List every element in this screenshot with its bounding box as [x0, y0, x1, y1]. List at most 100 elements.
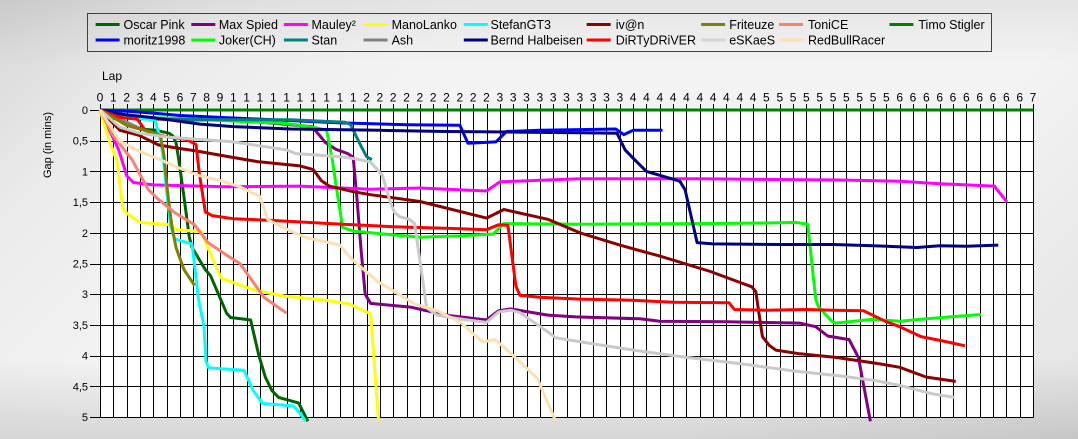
svg-text:2,5: 2,5: [73, 259, 88, 271]
svg-text:5: 5: [856, 91, 863, 105]
svg-text:1: 1: [270, 91, 277, 105]
svg-text:2: 2: [470, 91, 477, 105]
svg-text:Joker(CH): Joker(CH): [219, 34, 276, 48]
svg-text:2: 2: [82, 228, 88, 240]
svg-text:3: 3: [603, 91, 610, 105]
svg-text:StefanGT3: StefanGT3: [491, 18, 551, 32]
svg-text:6: 6: [976, 91, 983, 105]
svg-text:7: 7: [190, 91, 197, 105]
svg-text:iv@n: iv@n: [616, 18, 645, 32]
svg-text:1,5: 1,5: [73, 197, 88, 209]
svg-text:4: 4: [82, 351, 88, 363]
svg-text:6: 6: [923, 91, 930, 105]
svg-text:Gap (in mins): Gap (in mins): [42, 112, 54, 178]
svg-text:0,5: 0,5: [73, 136, 88, 148]
svg-text:6: 6: [1016, 91, 1023, 105]
svg-text:2: 2: [390, 91, 397, 105]
svg-text:1: 1: [243, 91, 250, 105]
svg-text:1: 1: [283, 91, 290, 105]
svg-text:1: 1: [82, 166, 88, 178]
svg-text:3: 3: [510, 91, 517, 105]
svg-text:2: 2: [363, 91, 370, 105]
svg-text:0: 0: [82, 105, 88, 117]
svg-text:5: 5: [776, 91, 783, 105]
svg-text:Bernd Halbeisen: Bernd Halbeisen: [491, 34, 583, 48]
svg-text:1: 1: [297, 91, 304, 105]
svg-text:6: 6: [936, 91, 943, 105]
svg-text:6: 6: [896, 91, 903, 105]
svg-text:3,5: 3,5: [73, 320, 88, 332]
svg-text:Mauley²: Mauley²: [312, 18, 356, 32]
svg-text:DiRTyDRiVER: DiRTyDRiVER: [616, 34, 696, 48]
svg-text:Stan: Stan: [312, 34, 338, 48]
svg-text:Friteuze: Friteuze: [729, 18, 774, 32]
svg-text:1: 1: [310, 91, 317, 105]
svg-text:4: 4: [683, 91, 690, 105]
svg-text:RedBullRacer: RedBullRacer: [808, 34, 885, 48]
svg-text:6: 6: [950, 91, 957, 105]
svg-text:6: 6: [963, 91, 970, 105]
svg-text:5: 5: [163, 91, 170, 105]
svg-text:ManoLanko: ManoLanko: [392, 18, 457, 32]
svg-text:2: 2: [430, 91, 437, 105]
svg-text:4: 4: [670, 91, 677, 105]
svg-text:5: 5: [843, 91, 850, 105]
svg-text:8: 8: [203, 91, 210, 105]
svg-text:0: 0: [97, 91, 104, 105]
svg-text:6: 6: [177, 91, 184, 105]
svg-text:4: 4: [656, 91, 663, 105]
svg-text:4: 4: [736, 91, 743, 105]
svg-text:6: 6: [990, 91, 997, 105]
svg-text:Oscar Pink: Oscar Pink: [124, 18, 186, 32]
svg-text:3: 3: [536, 91, 543, 105]
svg-text:4: 4: [643, 91, 650, 105]
svg-text:2: 2: [377, 91, 384, 105]
svg-text:5: 5: [790, 91, 797, 105]
svg-text:4: 4: [630, 91, 637, 105]
svg-text:4: 4: [150, 91, 157, 105]
svg-text:Lap: Lap: [102, 69, 122, 83]
svg-text:1: 1: [337, 91, 344, 105]
svg-text:6: 6: [910, 91, 917, 105]
svg-text:4: 4: [696, 91, 703, 105]
svg-text:Ash: Ash: [392, 34, 414, 48]
svg-text:ToniCE: ToniCE: [808, 18, 848, 32]
svg-text:4: 4: [710, 91, 717, 105]
svg-text:9: 9: [217, 91, 224, 105]
svg-text:5: 5: [763, 91, 770, 105]
svg-text:5: 5: [883, 91, 890, 105]
svg-text:2: 2: [403, 91, 410, 105]
svg-text:1: 1: [257, 91, 264, 105]
svg-text:1: 1: [350, 91, 357, 105]
svg-text:4,5: 4,5: [73, 381, 88, 393]
svg-text:3: 3: [523, 91, 530, 105]
svg-text:3: 3: [590, 91, 597, 105]
svg-text:3: 3: [616, 91, 623, 105]
svg-text:5: 5: [830, 91, 837, 105]
svg-text:3: 3: [497, 91, 504, 105]
svg-text:Max Spied: Max Spied: [219, 18, 278, 32]
svg-text:2: 2: [123, 91, 130, 105]
svg-text:1: 1: [323, 91, 330, 105]
svg-text:3: 3: [82, 289, 88, 301]
svg-text:2: 2: [483, 91, 490, 105]
svg-text:2: 2: [443, 91, 450, 105]
svg-text:Timo Stigler: Timo Stigler: [918, 18, 984, 32]
svg-text:1: 1: [230, 91, 237, 105]
svg-text:3: 3: [563, 91, 570, 105]
svg-text:7: 7: [1030, 91, 1037, 105]
svg-text:3: 3: [550, 91, 557, 105]
svg-text:4: 4: [750, 91, 757, 105]
svg-text:5: 5: [803, 91, 810, 105]
svg-text:moritz1998: moritz1998: [124, 34, 186, 48]
svg-text:5: 5: [82, 412, 88, 424]
svg-text:5: 5: [816, 91, 823, 105]
svg-text:3: 3: [576, 91, 583, 105]
svg-text:2: 2: [457, 91, 464, 105]
svg-text:eSKaeS: eSKaeS: [729, 34, 775, 48]
svg-text:4: 4: [723, 91, 730, 105]
svg-text:1: 1: [110, 91, 117, 105]
svg-text:2: 2: [417, 91, 424, 105]
svg-text:6: 6: [1003, 91, 1010, 105]
svg-text:3: 3: [137, 91, 144, 105]
